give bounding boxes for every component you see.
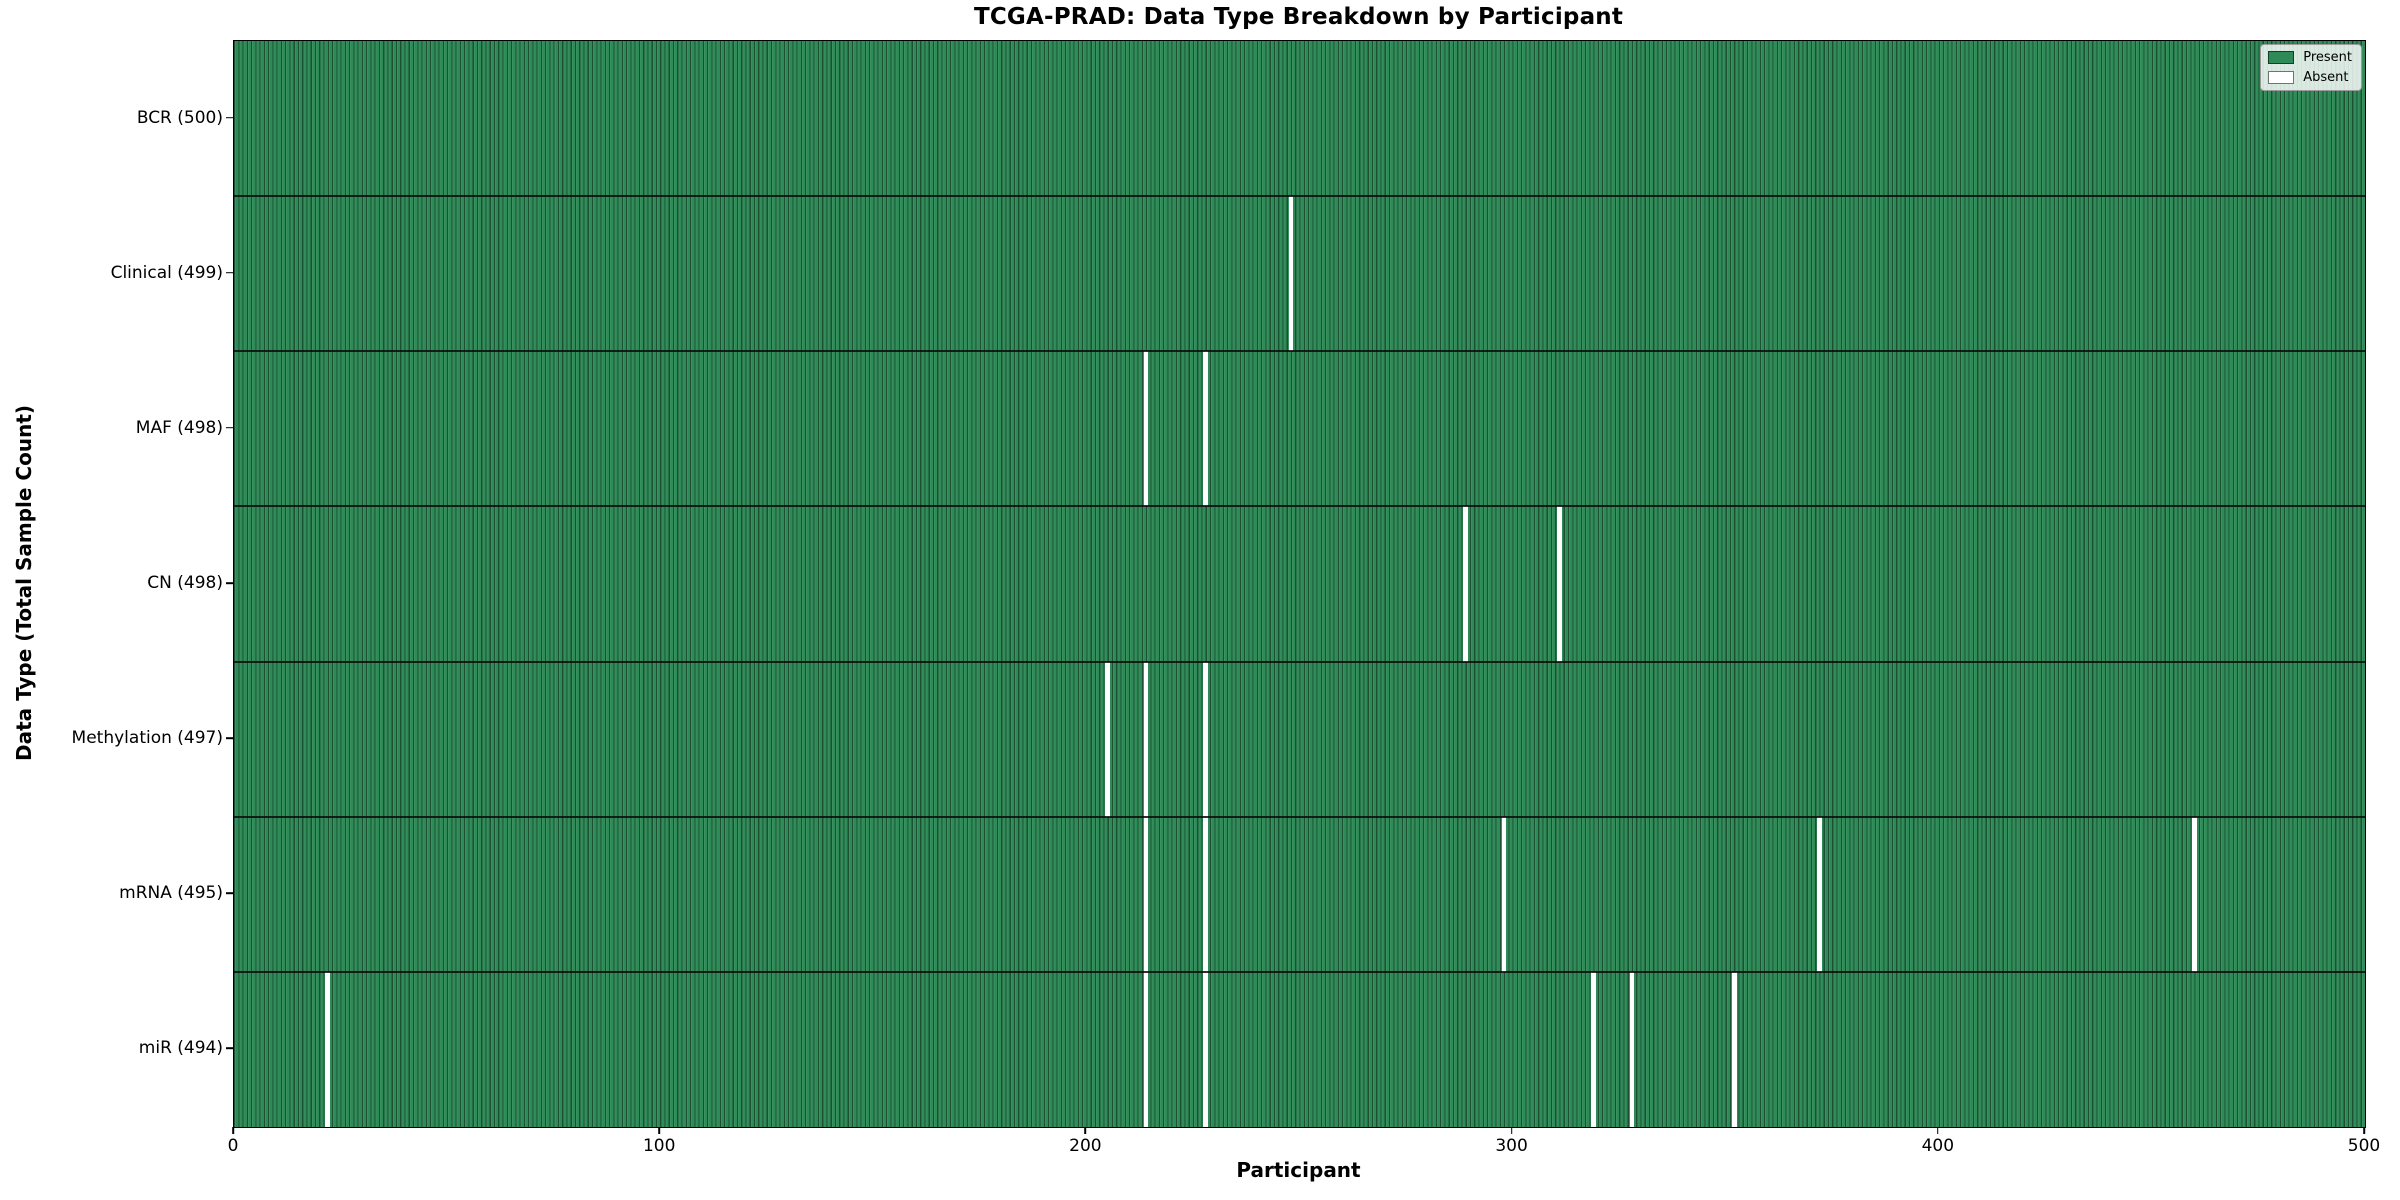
absent-mark	[1143, 351, 1149, 507]
absent-mark	[1591, 971, 1596, 1127]
absent-mark	[2192, 816, 2197, 972]
absent-mark	[1557, 506, 1562, 662]
legend-swatch-absent-icon	[2268, 71, 2295, 84]
legend: Present Absent	[2260, 44, 2362, 91]
legend-item-present: Present	[2268, 50, 2352, 65]
absent-mark	[1143, 816, 1149, 972]
absent-mark	[1629, 971, 1635, 1127]
xtick-label-400: 400	[1921, 1136, 1955, 1156]
heatmap-row-mir	[234, 971, 2365, 1127]
ytick-mark	[226, 737, 233, 739]
ytick-mark	[226, 116, 233, 119]
legend-item-absent: Absent	[2268, 70, 2352, 85]
xtick-label-200: 200	[1069, 1136, 1102, 1156]
absent-mark	[1105, 661, 1111, 817]
ytick-mark	[226, 271, 233, 274]
xtick-mark	[2363, 1127, 2365, 1134]
absent-mark	[1817, 816, 1822, 972]
xtick-mark	[1084, 1127, 1087, 1134]
absent-mark	[1143, 971, 1149, 1127]
ytick-label-cn: CN (498)	[147, 573, 223, 593]
xtick-label-500: 500	[2347, 1136, 2381, 1156]
legend-swatch-present-icon	[2268, 51, 2295, 64]
absent-mark	[1501, 816, 1507, 972]
heatmap-row-clinical	[234, 196, 2365, 352]
absent-mark	[1288, 196, 1294, 352]
absent-mark	[1203, 816, 1209, 972]
heatmap-row-bcr	[234, 41, 2365, 197]
ytick-label-mrna: mRNA (495)	[119, 883, 223, 904]
ytick-mark	[226, 1047, 233, 1050]
absent-mark	[1463, 506, 1469, 662]
xtick-label-100: 100	[642, 1136, 676, 1156]
plot-area: Present Absent	[233, 40, 2366, 1128]
absent-mark	[1203, 661, 1209, 817]
legend-label-present: Present	[2303, 50, 2352, 65]
xtick-mark	[658, 1127, 660, 1134]
ytick-mark	[226, 582, 233, 584]
ytick-label-mir: miR (494)	[138, 1038, 223, 1059]
absent-mark	[1203, 971, 1209, 1127]
ytick-label-bcr: BCR (500)	[136, 107, 223, 128]
absent-mark	[325, 971, 331, 1127]
heatmap-row-mrna	[234, 816, 2365, 972]
ytick-mark	[226, 427, 233, 429]
xtick-label-0: 0	[227, 1136, 239, 1156]
ytick-label-clinical: Clinical (499)	[110, 262, 223, 283]
xtick-mark	[1937, 1127, 1939, 1134]
ytick-label-maf: MAF (498)	[135, 417, 223, 438]
ytick-label-methylation: Methylation (497)	[71, 728, 223, 749]
heatmap-row-cn	[234, 506, 2365, 662]
absent-mark	[1203, 351, 1209, 507]
legend-label-absent: Absent	[2303, 70, 2349, 85]
xtick-mark	[1510, 1127, 1513, 1134]
chart-title: TCGA-PRAD: Data Type Breakdown by Partic…	[973, 4, 1624, 30]
xtick-label-300: 300	[1495, 1136, 1528, 1156]
absent-mark	[1731, 971, 1737, 1127]
heatmap-row-methylation	[234, 661, 2365, 817]
absent-mark	[1143, 661, 1149, 817]
x-axis-label: Participant	[1236, 1158, 1361, 1182]
heatmap-row-maf	[234, 351, 2365, 507]
xtick-mark	[232, 1127, 234, 1134]
heatmap-rows	[234, 41, 2365, 1127]
ytick-mark	[226, 892, 233, 895]
